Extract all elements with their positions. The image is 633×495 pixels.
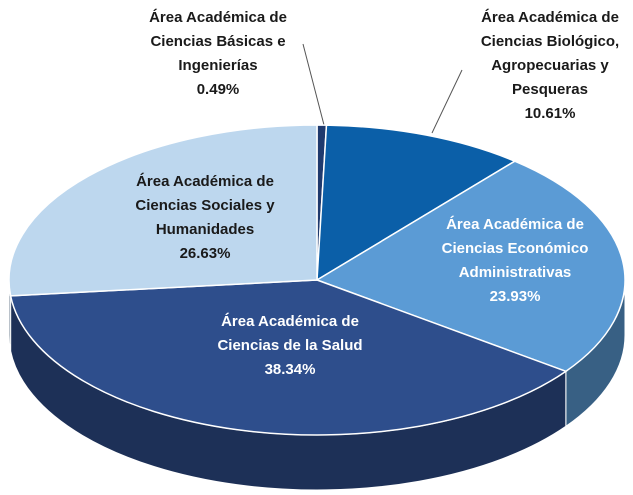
value-label: 38.34% <box>265 361 316 378</box>
leader-line <box>431 69 463 134</box>
value-label: 26.63% <box>180 245 231 262</box>
value-label: 23.93% <box>490 288 541 305</box>
slice-label: Área Académica de Ciencias de la Salud <box>217 313 362 354</box>
value-label: 10.61% <box>525 105 576 122</box>
slice <box>315 160 626 373</box>
leader-line <box>302 43 325 126</box>
value-label: 0.49% <box>197 81 240 98</box>
slice-label: Área Académica de Ciencias Biológico, Agro… <box>481 9 619 98</box>
slice <box>9 279 568 436</box>
slice <box>316 124 517 282</box>
slice-label: Área Académica de Ciencias Sociales y Huma… <box>135 173 275 238</box>
slice-label: Área Académica de Ciencias Básicas e Ingen… <box>149 9 287 74</box>
slice <box>8 124 318 297</box>
slice-label: Área Académica de Ciencias Económico Admin… <box>442 216 589 281</box>
